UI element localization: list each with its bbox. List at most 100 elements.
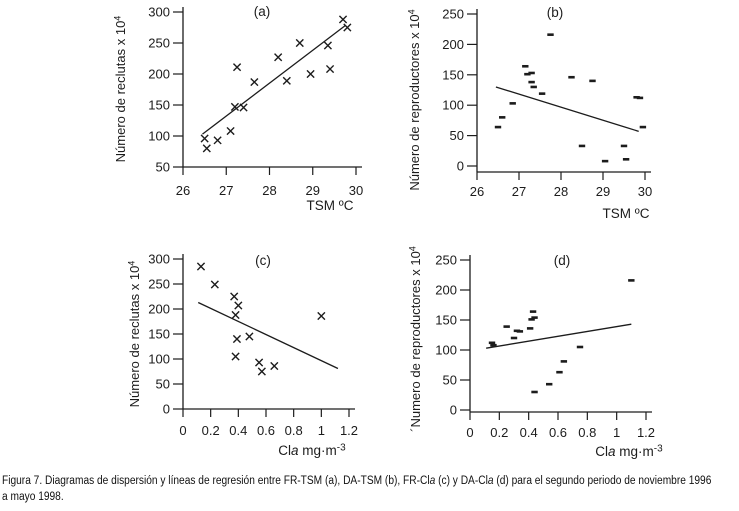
panel-d-point <box>516 330 524 333</box>
panel-d-x-tick-label: 0.4 <box>520 425 538 440</box>
panel-b-y-tick-label: 150 <box>442 67 464 82</box>
panel-d-point <box>531 316 538 319</box>
panel-c-letter: (c) <box>255 253 271 268</box>
panel-a-point <box>250 77 259 87</box>
panel-c-point <box>254 358 264 367</box>
figure-caption: Figura 7. Diagramas de dispersión y líne… <box>2 474 739 505</box>
panel-d-point <box>531 390 538 394</box>
panel-c: 0 0.2 0.4 0.6 0.8 1 1.2 300 250 200 150 100 50 0 (c) Cl… <box>127 252 359 459</box>
panel-a-x-tick-label: 27 <box>219 183 233 198</box>
panel-c-x-tick-label: 0 <box>179 423 186 438</box>
panel-a-regression-line <box>202 25 346 135</box>
panel-d-point <box>560 360 568 363</box>
panel-c-point <box>230 292 239 301</box>
panel-b-y-tick-label: 100 <box>442 98 464 113</box>
panel-c-point <box>196 262 206 271</box>
panel-d-x-tick-label: 0.2 <box>490 425 508 440</box>
panel-b-point <box>538 92 546 95</box>
panel-a-x-tick-label: 28 <box>262 183 276 198</box>
panel-d-y-axis-label: ´Numero de reproductores x 104 <box>408 246 424 432</box>
panel-a-y-tick-label: 250 <box>148 36 170 51</box>
panel-a-point <box>295 38 304 48</box>
panel-c-point <box>317 311 326 321</box>
panel-a-point <box>282 76 291 85</box>
caption-text: (c) y DA-Cl <box>435 475 488 487</box>
panel-a-point <box>325 64 335 74</box>
panel-c-point <box>270 361 279 371</box>
panel-a-point <box>239 103 248 112</box>
panel-b-point <box>494 125 502 129</box>
panel-b-point <box>639 125 647 129</box>
panel-d-point <box>503 325 510 328</box>
panel-c-point <box>234 301 243 310</box>
panel-c-y-tick-label: 300 <box>148 252 170 267</box>
panel-b-regression-line <box>495 86 639 132</box>
panel-b-point <box>568 75 575 79</box>
panel-c-y-tick-label: 150 <box>148 327 170 342</box>
panel-b-point <box>589 79 596 83</box>
panel-d-x-axis-label: Cla mg·m-3 <box>595 444 663 460</box>
panel-d-axes <box>469 255 652 413</box>
panel-c-y-tick-label: 200 <box>148 302 170 317</box>
panel-b-point <box>530 85 537 89</box>
panel-a-letter: (a) <box>254 4 271 19</box>
panel-c-y-axis-label: Número de reclutas x 104 <box>127 261 143 408</box>
panel-d-x-tick-label: 1 <box>613 425 620 440</box>
caption-italic-a: a <box>487 475 494 487</box>
panel-d-y-tick-label: 200 <box>435 283 457 298</box>
caption-text: Figura 7. Diagramas de dispersión y líne… <box>2 475 430 487</box>
panel-a-point <box>338 15 348 24</box>
panel-d-y-tick-label: 0 <box>450 403 457 418</box>
caption-italic-a: a <box>429 475 436 487</box>
panel-b-y-axis-label: Número de reproductores x 104 <box>407 9 423 190</box>
panel-a: 26 27 28 29 30 300 250 200 150 100 50 (a) TSM ºC Núme… <box>113 4 364 213</box>
panel-b-point <box>528 71 535 75</box>
panel-a-point <box>200 134 209 143</box>
panel-b-x-tick-label: 29 <box>596 184 610 199</box>
panel-d-letter: (d) <box>554 253 571 268</box>
panel-d-point <box>556 370 563 374</box>
panel-d-point <box>529 310 537 313</box>
panel-b-y-tick-label: 250 <box>442 7 464 22</box>
panel-b-point <box>620 144 628 148</box>
panel-a-point <box>230 102 239 111</box>
panel-a-x-tick-label: 30 <box>349 183 363 198</box>
panel-c-point <box>231 352 240 361</box>
caption-text: (d) para el segundo periodo de noviembre… <box>493 475 712 487</box>
panel-a-y-tick-label: 200 <box>148 67 170 82</box>
panel-b-point <box>499 116 506 119</box>
panel-c-point <box>210 280 219 289</box>
panel-d-regression-line <box>486 323 632 349</box>
panel-c-regression-line <box>197 301 339 370</box>
panel-c-x-tick-label: 0.2 <box>202 423 220 438</box>
panel-d-x-tick-label: 0.8 <box>578 425 596 440</box>
panel-a-y-axis-label: Número de reclutas x 104 <box>113 16 129 163</box>
panel-d: 0 0.2 0.4 0.6 0.8 1 1.2 250 200 150 100 50 0 (d) Cla m… <box>408 246 664 459</box>
panel-a-point <box>213 136 222 145</box>
panel-d-point <box>528 318 535 321</box>
panel-a-x-axis-label: TSM ºC <box>307 198 354 213</box>
panel-a-point <box>226 126 235 136</box>
panel-b-y-tick-label: 200 <box>442 37 464 52</box>
panel-a-x-tick-label: 26 <box>176 183 190 198</box>
panel-d-point <box>576 345 584 349</box>
panel-b-point <box>528 80 535 84</box>
panel-b-x-axis-label: TSM ºC <box>603 206 650 221</box>
panel-c-point <box>231 310 240 320</box>
panel-b-axes <box>476 9 651 173</box>
caption-line-2: a mayo 1998. <box>2 490 64 503</box>
panel-c-point <box>245 332 254 341</box>
panel-d-y-tick-label: 50 <box>443 373 457 388</box>
panel-a-y-tick-label: 100 <box>148 129 170 144</box>
panel-b-point <box>601 159 609 163</box>
panel-c-y-tick-label: 250 <box>148 277 170 292</box>
panel-b-letter: (b) <box>547 5 564 20</box>
panel-d-point <box>488 341 496 345</box>
panel-b-y-tick-label: 0 <box>457 159 464 174</box>
panel-d-x-tick-label: 0.6 <box>549 425 567 440</box>
panel-c-x-tick-label: 0.8 <box>285 423 303 438</box>
panel-a-point <box>306 69 315 79</box>
panel-c-x-tick-label: 0.4 <box>229 423 247 438</box>
panel-b-point <box>547 33 554 36</box>
